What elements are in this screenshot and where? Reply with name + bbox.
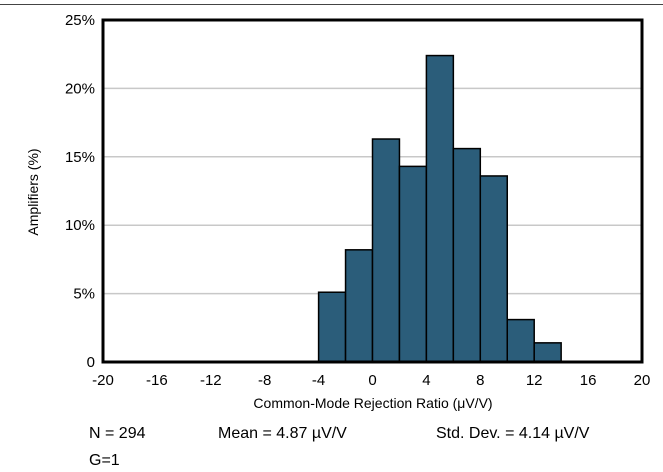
y-tick-label: 15%	[65, 149, 95, 166]
plot-frame	[101, 18, 644, 364]
y-tick-label: 20%	[65, 80, 95, 97]
x-tick-label: -16	[146, 372, 168, 389]
y-tick-label: 25%	[65, 12, 95, 29]
x-tick-labels: -20 -16 -12 -8 -4 0 4 8 12 16 20	[92, 372, 650, 389]
mean-value: Mean = 4.87 µV/V	[218, 425, 347, 442]
x-tick-label: -20	[92, 372, 114, 389]
x-tick-label: 12	[526, 372, 543, 389]
std-dev-value: Std. Dev. = 4.14 µV/V	[436, 425, 590, 442]
histogram-bar	[317, 291, 347, 363]
histogram-bar	[533, 342, 562, 363]
histogram-bar	[344, 249, 374, 363]
histogram-bar	[425, 54, 455, 363]
histogram-bar	[479, 175, 508, 363]
histogram-bars	[317, 54, 562, 363]
x-tick-label: 8	[476, 372, 484, 389]
y-tick-label: 0	[87, 354, 95, 371]
histogram-bar	[506, 318, 535, 363]
top-rule	[0, 4, 663, 5]
histogram-bar	[452, 147, 482, 363]
x-tick-label: 16	[580, 372, 597, 389]
x-tick-label: 0	[368, 372, 376, 389]
histogram-bar	[371, 138, 401, 363]
x-tick-label: -8	[258, 372, 271, 389]
y-tick-label: 10%	[65, 217, 95, 234]
y-tick-label: 5%	[73, 286, 95, 303]
histogram-chart: 0 5% 10% 15% 20% 25% -20 -16 -12 -8 -4 0 4 8 12 16 20 A…	[25, 12, 650, 411]
y-axis-label: Amplifiers (%)	[25, 148, 41, 235]
sample-count: N = 294	[89, 425, 146, 442]
x-axis-label: Common-Mode Rejection Ratio (μV/V)	[253, 395, 492, 411]
x-tick-label: -4	[312, 372, 325, 389]
y-tick-labels: 0 5% 10% 15% 20% 25%	[65, 12, 95, 371]
x-tick-label: 4	[422, 372, 430, 389]
histogram-bar	[398, 165, 428, 363]
gain-setting: G=1	[89, 452, 120, 469]
x-tick-label: -12	[200, 372, 222, 389]
x-tick-label: 20	[634, 372, 651, 389]
